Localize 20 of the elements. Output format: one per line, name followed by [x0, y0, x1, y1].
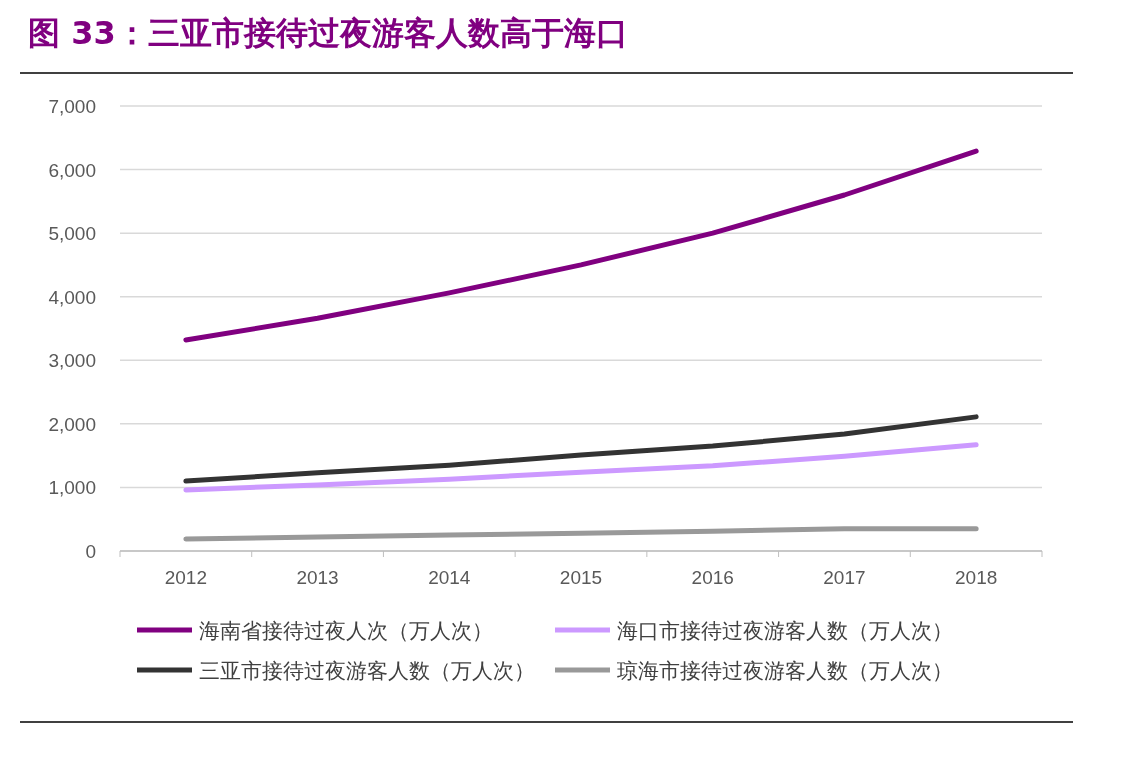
y-tick-label: 2,000 [48, 413, 96, 435]
legend-label: 三亚市接待过夜游客人数（万人次） [199, 659, 535, 682]
y-tick-label: 0 [85, 541, 96, 562]
x-tick-label: 2013 [296, 567, 339, 588]
x-tick-label: 2016 [691, 567, 734, 588]
x-tick-label: 2015 [559, 567, 603, 588]
x-tick-label: 2014 [428, 567, 471, 588]
legend-label: 琼海市接待过夜游客人数（万人次） [617, 659, 953, 682]
y-tick-label: 7,000 [48, 96, 96, 117]
x-tick-label: 2018 [955, 567, 998, 588]
y-tick-label: 1,000 [48, 477, 96, 499]
x-tick-label: 2012 [164, 567, 207, 588]
legend-label: 海口市接待过夜游客人数（万人次） [617, 619, 953, 642]
chart-title: 图 33：三亚市接待过夜游客人数高于海口 [28, 14, 628, 52]
y-tick-label: 5,000 [48, 223, 96, 245]
y-tick-label: 4,000 [48, 286, 96, 308]
legend-label: 海南省接待过夜人次（万人次） [199, 619, 493, 642]
y-tick-label: 3,000 [48, 350, 96, 372]
x-tick-label: 2017 [823, 567, 866, 588]
y-tick-label: 6,000 [48, 159, 96, 181]
